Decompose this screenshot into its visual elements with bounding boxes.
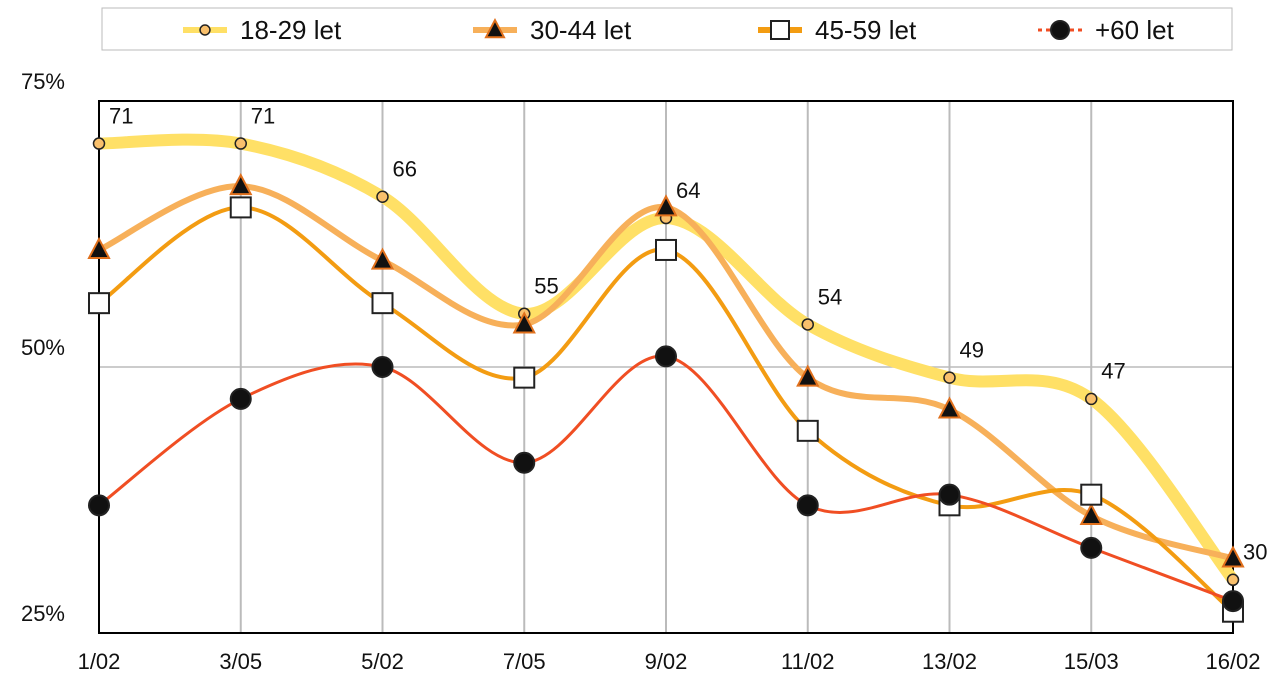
marker [1221,545,1245,568]
marker [938,483,961,506]
marker [770,20,790,40]
plot-border [98,100,1234,634]
marker [199,24,211,36]
marker [229,196,252,219]
marker [937,396,962,419]
marker [796,419,819,442]
marker [512,311,536,334]
data-label: 55 [534,274,558,299]
marker [484,17,506,39]
marker [92,137,106,150]
x-tick-label: 5/02 [361,649,404,674]
data-label: 71 [251,103,275,128]
marker [370,247,395,270]
legend-label: +60 let [1095,15,1175,45]
legend-box [101,7,1233,51]
data-label: 30 [1243,540,1267,565]
x-tick-label: 9/02 [645,649,688,674]
x-tick-label: 13/02 [922,649,977,674]
marker [513,451,536,474]
marker [1080,483,1103,506]
marker [229,387,252,410]
data-label: 64 [676,178,700,203]
marker [943,371,956,384]
marker [796,364,820,387]
data-label: 66 [393,157,417,182]
marker [1085,392,1098,406]
marker [1079,502,1103,525]
data-label: 49 [960,337,984,362]
legend-label: 30-44 let [530,15,632,45]
marker [88,292,110,315]
marker [1222,590,1244,613]
marker [654,194,678,217]
data-label: 54 [818,284,842,309]
legend-label: 18-29 let [240,15,342,45]
data-label: 71 [109,103,133,128]
y-tick-label: 75% [21,69,65,94]
marker [801,318,814,331]
legend-label: 45-59 let [815,15,917,45]
marker [371,292,394,315]
x-tick-label: 7/05 [503,649,546,674]
marker [87,236,111,259]
marker [1080,536,1103,559]
x-tick-label: 11/02 [781,649,834,674]
marker [376,190,389,204]
marker [655,345,677,368]
marker [513,366,536,389]
x-tick-label: 1/02 [78,649,121,674]
marker [371,356,394,378]
data-label: 47 [1101,359,1125,384]
marker [796,494,819,517]
x-tick-label: 16/02 [1205,649,1260,674]
marker [1226,573,1240,587]
marker [1050,20,1070,40]
marker [234,137,247,150]
marker [655,238,677,261]
marker [229,172,253,196]
x-tick-label: 3/05 [219,649,262,674]
marker [88,494,110,517]
y-tick-label: 50% [21,335,65,360]
y-tick-label: 25% [21,601,65,626]
x-tick-label: 15/03 [1064,649,1119,674]
